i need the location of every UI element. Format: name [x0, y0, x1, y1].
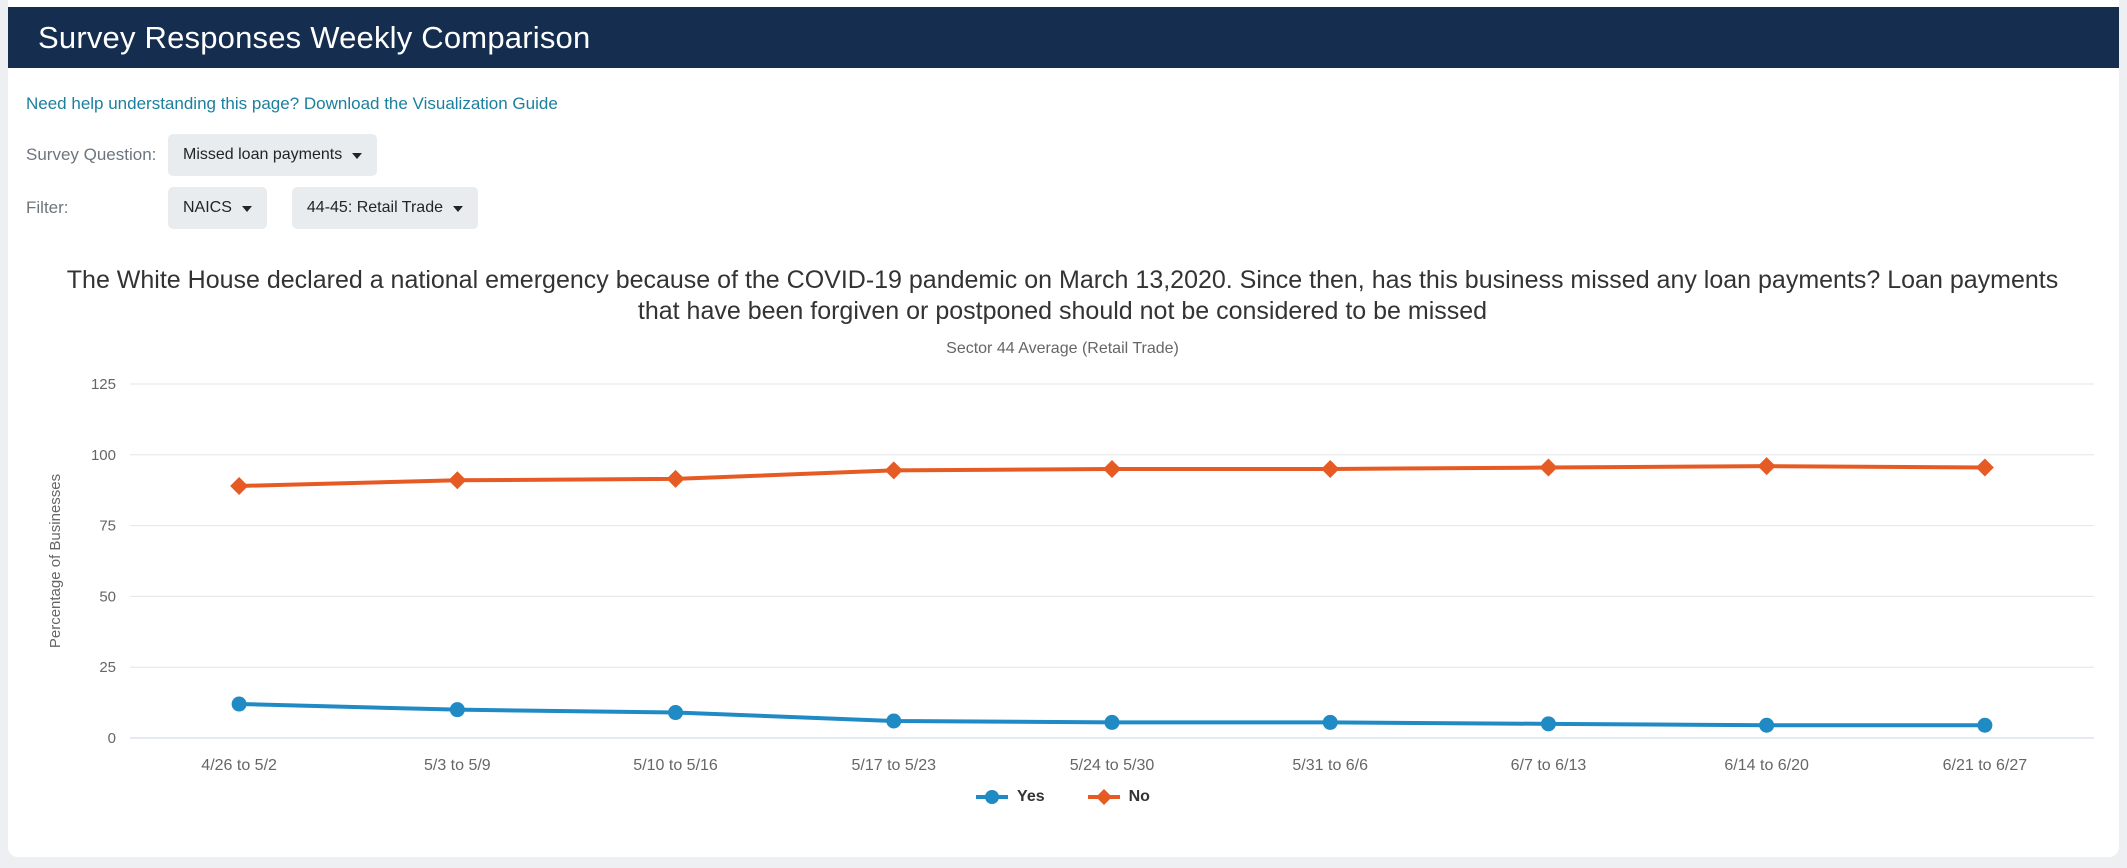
page-content: Need help understanding this page? Downl…	[8, 68, 2119, 806]
y-tick-label: 125	[91, 376, 116, 393]
data-point-yes[interactable]	[1104, 714, 1120, 730]
x-tick-label: 5/31 to 6/6	[1292, 757, 1368, 774]
data-point-no[interactable]	[448, 471, 467, 490]
data-point-yes[interactable]	[1759, 717, 1775, 733]
data-point-yes[interactable]	[449, 702, 465, 718]
filter-type-dropdown[interactable]: NAICS	[168, 187, 267, 229]
survey-question-dropdown[interactable]: Missed loan payments	[168, 134, 378, 176]
y-axis-title: Percentage of Businesses	[47, 474, 64, 648]
chart-section: The White House declared a national emer…	[26, 265, 2099, 806]
data-point-yes[interactable]	[886, 713, 902, 729]
caret-down-icon	[352, 153, 363, 159]
caret-down-icon	[241, 206, 252, 212]
filter-value-dropdown[interactable]: 44-45: Retail Trade	[291, 187, 478, 229]
x-tick-label: 4/26 to 5/2	[201, 757, 277, 774]
circle-marker-icon	[976, 790, 1009, 804]
y-tick-label: 0	[108, 730, 116, 747]
chart-subtitle: Sector 44 Average (Retail Trade)	[946, 340, 1179, 357]
x-tick-label: 5/10 to 5/16	[633, 757, 718, 774]
x-tick-label: 5/17 to 5/23	[852, 757, 937, 774]
data-point-no[interactable]	[1321, 459, 1340, 478]
page-title: Survey Responses Weekly Comparison	[38, 19, 591, 55]
data-point-no[interactable]	[1975, 458, 1994, 477]
filter-label: Filter:	[26, 198, 69, 217]
data-point-yes[interactable]	[1540, 716, 1556, 732]
data-point-no[interactable]	[666, 469, 685, 488]
data-point-no[interactable]	[1103, 459, 1121, 478]
survey-question-label: Survey Question:	[26, 145, 157, 164]
data-point-no[interactable]	[230, 476, 249, 495]
line-chart-plot: 0 25 50 75 100 125 4/26 to 5/2 5/3 to 5/9 5/10 t…	[47, 376, 2094, 774]
x-tick-label: 6/21 to 6/27	[1943, 757, 2028, 774]
legend-item-yes[interactable]: Yes	[975, 788, 1045, 806]
legend-label: No	[1128, 788, 1150, 805]
page-card: Survey Responses Weekly Comparison Need …	[8, 0, 2119, 857]
data-point-no[interactable]	[884, 461, 903, 480]
filter-row: Filter: NAICS 44-45: Retail Trade	[26, 187, 2099, 229]
data-point-yes[interactable]	[1322, 714, 1338, 730]
survey-question-value: Missed loan payments	[183, 146, 343, 163]
x-tick-label: 6/14 to 6/20	[1724, 757, 1809, 774]
chart-title: The White House declared a national emer…	[66, 266, 2059, 325]
y-tick-label: 100	[91, 447, 116, 464]
data-point-no[interactable]	[1757, 457, 1776, 476]
survey-question-row: Survey Question: Missed loan payments	[26, 134, 2099, 176]
y-tick-label: 25	[99, 659, 116, 676]
data-point-yes[interactable]	[1977, 717, 1993, 733]
data-point-yes[interactable]	[231, 696, 247, 712]
app-header: Survey Responses Weekly Comparison	[8, 7, 2119, 68]
filter-type-value: NAICS	[183, 199, 232, 216]
y-tick-label: 50	[99, 588, 116, 605]
x-tick-label: 5/24 to 5/30	[1070, 757, 1155, 774]
legend-item-no[interactable]: No	[1087, 788, 1150, 806]
x-tick-label: 6/7 to 6/13	[1511, 757, 1587, 774]
caret-down-icon	[452, 206, 463, 212]
chart-legend: Yes No	[26, 788, 2099, 806]
x-tick-label: 5/3 to 5/9	[424, 757, 491, 774]
data-point-no[interactable]	[1539, 458, 1558, 477]
diamond-marker-icon	[1087, 789, 1120, 805]
filter-value: 44-45: Retail Trade	[306, 199, 443, 216]
data-point-yes[interactable]	[668, 705, 684, 721]
visualization-guide-link[interactable]: Need help understanding this page? Downl…	[26, 94, 558, 113]
legend-label: Yes	[1017, 788, 1045, 805]
y-tick-label: 75	[99, 518, 116, 535]
